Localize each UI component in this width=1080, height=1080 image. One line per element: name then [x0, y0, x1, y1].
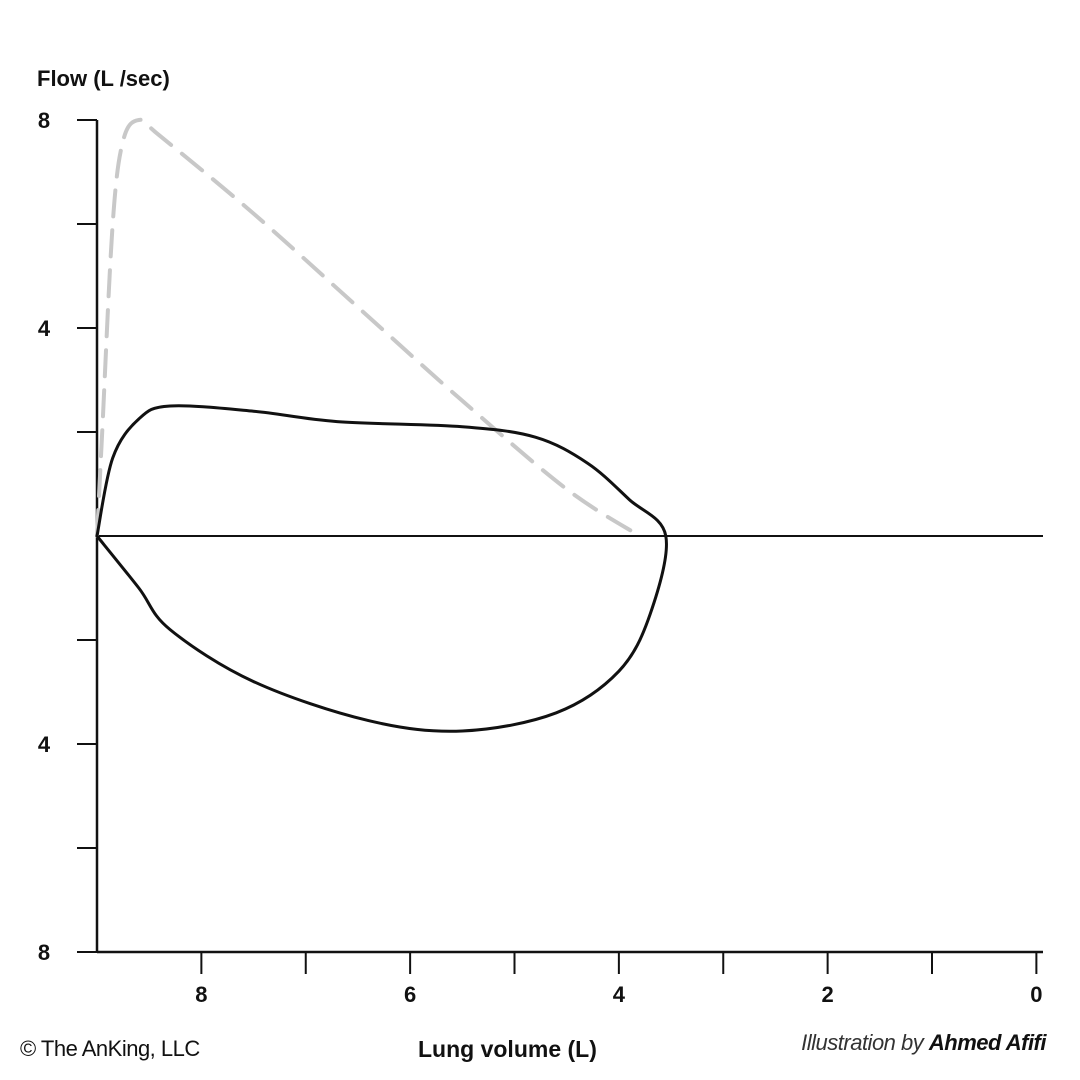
x-tick-label: 8 — [195, 982, 207, 1007]
x-tick-label: 4 — [613, 982, 626, 1007]
ticks: 8 4 4 8 8 6 4 2 0 — [38, 108, 1043, 1007]
y-tick-label: 4 — [38, 316, 51, 341]
flow-volume-loop — [95, 404, 668, 733]
y-tick-label: 4 — [38, 732, 51, 757]
reference-curve-dashed — [95, 117, 642, 538]
x-tick-label: 0 — [1030, 982, 1042, 1007]
x-tick-label: 6 — [404, 982, 416, 1007]
curves — [95, 117, 668, 733]
y-tick-label: 8 — [38, 108, 50, 133]
credit-prefix: Illustration by — [801, 1030, 929, 1055]
copyright-text: © The AnKing, LLC — [20, 1036, 200, 1061]
y-tick-label: 8 — [38, 940, 50, 965]
y-axis-title: Flow (L /sec) — [37, 66, 170, 91]
axes — [95, 120, 1043, 954]
x-tick-label: 2 — [822, 982, 834, 1007]
illustration-credit: Illustration by Ahmed Afifi — [801, 1030, 1046, 1056]
credit-name: Ahmed Afifi — [928, 1030, 1047, 1055]
x-axis-title: Lung volume (L) — [418, 1036, 597, 1062]
